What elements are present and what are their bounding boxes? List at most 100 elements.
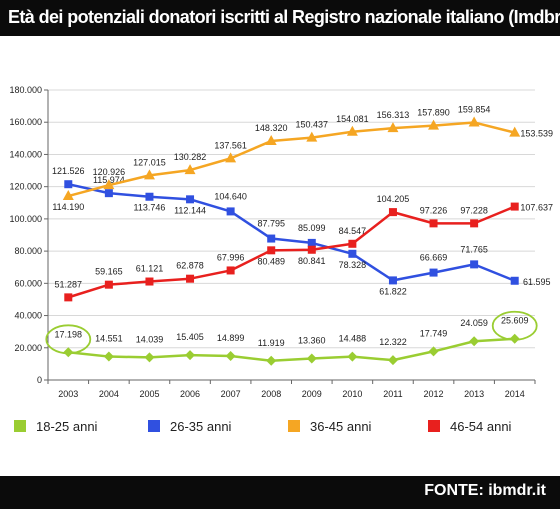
y-tick-label: 60.000 (14, 278, 42, 288)
data-point (226, 266, 235, 275)
data-point (510, 202, 519, 211)
legend-label: 26-35 anni (170, 419, 232, 434)
data-point (429, 219, 438, 228)
data-label: 80.841 (298, 256, 326, 266)
data-label: 51.287 (55, 279, 83, 289)
data-label: 67.996 (217, 252, 245, 262)
data-label: 61.595 (523, 277, 551, 287)
data-label: 85.099 (298, 223, 326, 233)
data-point (470, 219, 479, 228)
data-label: 157.890 (417, 108, 450, 118)
legend-swatch (428, 420, 440, 432)
data-point (265, 135, 277, 146)
data-point (186, 195, 195, 204)
data-label: 61.121 (136, 264, 164, 274)
x-tick-label: 2012 (424, 389, 444, 399)
data-point (184, 164, 196, 175)
chart-area: 0 20.000 40.000 60.000 80.000 100.000 120.000 1… (0, 76, 560, 476)
series-line-46-54-anni (67, 205, 516, 299)
series-line-36-45-anni (67, 121, 516, 198)
data-point (225, 350, 236, 361)
data-label: 17.749 (420, 328, 448, 338)
y-tick-label: 180.000 (9, 85, 42, 95)
y-tick-label: 80.000 (14, 246, 42, 256)
data-point (306, 131, 318, 142)
series-line-26-35-anni (68, 182, 516, 282)
footer-bar: FONTE: ibmdr.it (0, 476, 560, 509)
data-label: 153.539 (520, 129, 553, 139)
legend-swatch (288, 420, 300, 432)
highlight-ellipse (45, 324, 92, 355)
y-tick-label: 120.000 (9, 182, 42, 192)
highlight-ellipse (491, 310, 538, 341)
data-label: 156.313 (377, 110, 410, 120)
data-label: 24.059 (460, 318, 488, 328)
data-label: 154.081 (336, 114, 369, 124)
data-label: 14.039 (136, 334, 164, 344)
data-label: 130.282 (174, 152, 207, 162)
legend-label: 46-54 anni (450, 419, 512, 434)
x-tick-label: 2009 (302, 389, 322, 399)
y-tick-label: 140.000 (9, 149, 42, 159)
data-label: 25.609 (501, 316, 529, 326)
data-point (64, 293, 73, 302)
data-point (306, 353, 317, 364)
line-chart: 0 20.000 40.000 60.000 80.000 100.000 120.000 1… (9, 85, 553, 434)
data-label: 121.526 (52, 166, 85, 176)
x-tick-label: 2004 (99, 389, 119, 399)
data-point (387, 355, 398, 366)
data-point (267, 234, 276, 243)
y-tick-label: 40.000 (14, 311, 42, 321)
data-point (104, 280, 113, 289)
legend-swatch (14, 420, 26, 432)
data-label: 107.637 (520, 203, 553, 213)
data-point (470, 260, 479, 269)
data-label: 14.488 (339, 334, 367, 344)
data-label: 59.165 (95, 267, 123, 277)
data-label: 97.228 (460, 205, 488, 215)
data-label: 120.926 (93, 167, 126, 177)
data-point (103, 351, 114, 362)
data-point (185, 350, 196, 361)
data-point (307, 238, 316, 247)
data-label: 14.899 (217, 333, 245, 343)
source-credit: FONTE: ibmdr.it (424, 482, 546, 499)
title-bar: Età dei potenziali donatori iscritti al … (0, 0, 560, 36)
data-point (63, 347, 74, 358)
data-label: 97.226 (420, 205, 448, 215)
data-point (62, 190, 74, 201)
data-label: 12.322 (379, 337, 407, 347)
data-point (347, 351, 358, 362)
data-point (509, 333, 520, 344)
data-label: 87.795 (257, 219, 285, 229)
x-tick-label: 2010 (342, 389, 362, 399)
data-label: 113.746 (134, 203, 166, 213)
data-point (429, 268, 438, 277)
data-point (143, 169, 155, 180)
data-point (145, 277, 154, 286)
x-tick-label: 2005 (139, 389, 159, 399)
data-point (348, 239, 357, 248)
data-point (428, 119, 440, 130)
data-label: 61.822 (379, 286, 407, 296)
data-label: 14.551 (95, 334, 123, 344)
data-label: 114.190 (52, 202, 84, 212)
data-point (387, 122, 399, 133)
page-title: Età dei potenziali donatori iscritti al … (8, 7, 560, 27)
data-point (428, 346, 439, 357)
y-tick-label: 0 (37, 375, 42, 385)
data-point (103, 179, 115, 190)
data-label: 127.015 (133, 157, 166, 167)
x-tick-label: 2011 (383, 389, 402, 399)
data-point (186, 274, 195, 283)
series-line-18-25-anni (68, 337, 515, 363)
x-tick-label: 2013 (464, 389, 484, 399)
data-point (145, 192, 154, 201)
data-point (266, 355, 277, 366)
legend-label: 36-45 anni (310, 419, 372, 434)
data-label: 13.360 (298, 335, 326, 345)
data-label: 159.854 (458, 104, 491, 114)
data-point (509, 126, 521, 137)
data-point (388, 276, 397, 285)
data-label: 150.437 (296, 120, 329, 130)
